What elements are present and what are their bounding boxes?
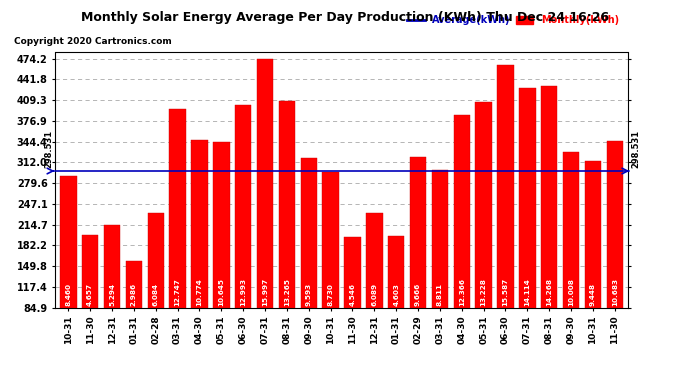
Text: 15.587: 15.587	[502, 278, 509, 306]
Text: 13.265: 13.265	[284, 278, 290, 306]
Text: 10.683: 10.683	[612, 278, 618, 306]
Bar	[322, 172, 339, 308]
Bar	[366, 213, 382, 308]
Bar	[563, 152, 580, 308]
Bar	[607, 141, 623, 308]
Text: 15.997: 15.997	[262, 278, 268, 306]
Text: 4.546: 4.546	[349, 283, 355, 306]
Text: 298.531: 298.531	[44, 130, 53, 168]
Bar	[170, 109, 186, 307]
Text: 12.366: 12.366	[459, 278, 465, 306]
Text: 8.730: 8.730	[328, 284, 334, 306]
Text: 10.774: 10.774	[197, 279, 202, 306]
Bar	[301, 158, 317, 308]
Bar	[410, 157, 426, 308]
Bar	[584, 160, 601, 308]
Bar	[148, 213, 164, 308]
Text: 12.993: 12.993	[240, 278, 246, 306]
Text: 2.986: 2.986	[131, 283, 137, 306]
Bar	[235, 105, 251, 308]
Text: 14.114: 14.114	[524, 279, 531, 306]
Bar	[497, 65, 513, 308]
Text: 8.460: 8.460	[66, 283, 71, 306]
Text: 298.531: 298.531	[631, 130, 640, 168]
Text: 6.084: 6.084	[152, 283, 159, 306]
Text: 4.657: 4.657	[87, 283, 93, 306]
Bar	[541, 86, 558, 308]
Text: 14.268: 14.268	[546, 278, 552, 306]
Legend: Average(kWh), Monthly(kWh): Average(kWh), Monthly(kWh)	[403, 12, 623, 29]
Bar	[213, 142, 230, 308]
Bar	[82, 235, 99, 308]
Bar	[453, 115, 470, 308]
Text: 9.593: 9.593	[306, 283, 312, 306]
Bar	[257, 59, 273, 308]
Text: Monthly Solar Energy Average Per Day Production (KWh) Thu Dec 24 16:26: Monthly Solar Energy Average Per Day Pro…	[81, 11, 609, 24]
Bar	[126, 261, 142, 308]
Text: 5.294: 5.294	[109, 283, 115, 306]
Bar	[432, 171, 448, 308]
Text: 10.645: 10.645	[218, 278, 224, 306]
Text: 13.228: 13.228	[481, 278, 486, 306]
Text: Copyright 2020 Cartronics.com: Copyright 2020 Cartronics.com	[14, 38, 172, 46]
Text: 9.666: 9.666	[415, 283, 421, 306]
Text: 10.008: 10.008	[568, 278, 574, 306]
Bar	[60, 176, 77, 308]
Bar	[344, 237, 361, 308]
Bar	[279, 101, 295, 308]
Text: 6.089: 6.089	[371, 283, 377, 306]
Bar	[191, 140, 208, 308]
Text: 8.811: 8.811	[437, 283, 443, 306]
Bar	[388, 236, 404, 308]
Text: 9.448: 9.448	[590, 283, 596, 306]
Bar	[475, 102, 492, 308]
Bar	[519, 88, 535, 308]
Text: 12.747: 12.747	[175, 279, 181, 306]
Text: 4.603: 4.603	[393, 284, 400, 306]
Bar	[104, 225, 120, 308]
